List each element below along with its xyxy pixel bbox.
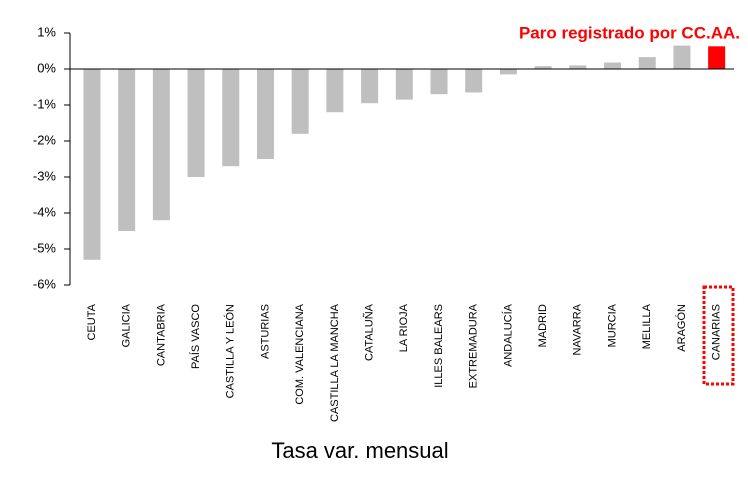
x-tick-label: CANARIAS <box>711 304 723 360</box>
x-tick-label: NAVARRA <box>572 303 584 355</box>
highlight-box <box>702 285 735 386</box>
x-axis-label: Tasa var. mensual <box>271 438 448 463</box>
bar <box>569 65 587 69</box>
bar <box>708 46 726 69</box>
bar <box>291 69 309 134</box>
bar <box>222 69 240 167</box>
x-tick-label: GALICIA <box>121 303 133 347</box>
x-tick-label: CASTILLA LA MANCHA <box>329 303 341 422</box>
bar <box>673 45 691 69</box>
y-tick-label: -6% <box>33 276 57 291</box>
bar <box>118 69 136 231</box>
chart-title: Paro registrado por CC.AA. <box>519 23 740 42</box>
bar <box>395 69 413 100</box>
x-tick-label: CASTILLA Y LEÓN <box>224 304 237 398</box>
x-tick-label: EXTREMADURA <box>468 303 480 388</box>
y-tick-label: -5% <box>33 240 57 255</box>
bar <box>430 69 448 95</box>
y-tick-label: 1% <box>37 24 56 39</box>
x-tick-label: ASTURIAS <box>259 304 271 359</box>
x-tick-label: MADRID <box>537 304 549 347</box>
x-tick-label: PAÍS VASCO <box>189 304 202 369</box>
bar <box>256 69 274 159</box>
x-tick-label: MURCIA <box>606 303 618 347</box>
y-tick-label: -1% <box>33 96 57 111</box>
x-tick-label: ARAGÓN <box>675 304 688 352</box>
bar <box>361 69 379 104</box>
x-tick-label: CEUTA <box>86 303 98 340</box>
y-tick-label: -4% <box>33 204 57 219</box>
y-tick-label: -3% <box>33 168 57 183</box>
bar <box>465 69 483 93</box>
x-tick-label: LA RIOJA <box>398 303 410 352</box>
x-tick-label: CANTABRIA <box>155 303 167 366</box>
bar <box>152 69 170 221</box>
x-tick-label: CATALUÑA <box>363 303 376 361</box>
bar <box>604 62 622 69</box>
x-tick-label: COM. VALENCIANA <box>294 303 306 404</box>
bar <box>326 69 344 113</box>
x-tick-label: MELILLA <box>641 303 653 349</box>
x-tick-label: ANDALUCÍA <box>501 303 514 367</box>
bar <box>638 57 656 69</box>
bar <box>534 66 552 69</box>
y-tick-label: 0% <box>37 60 56 75</box>
bar <box>83 69 101 260</box>
y-tick-label: -2% <box>33 132 57 147</box>
bar <box>499 69 517 75</box>
x-tick-label: ILLES BALEARS <box>433 304 445 388</box>
bar <box>187 69 205 177</box>
